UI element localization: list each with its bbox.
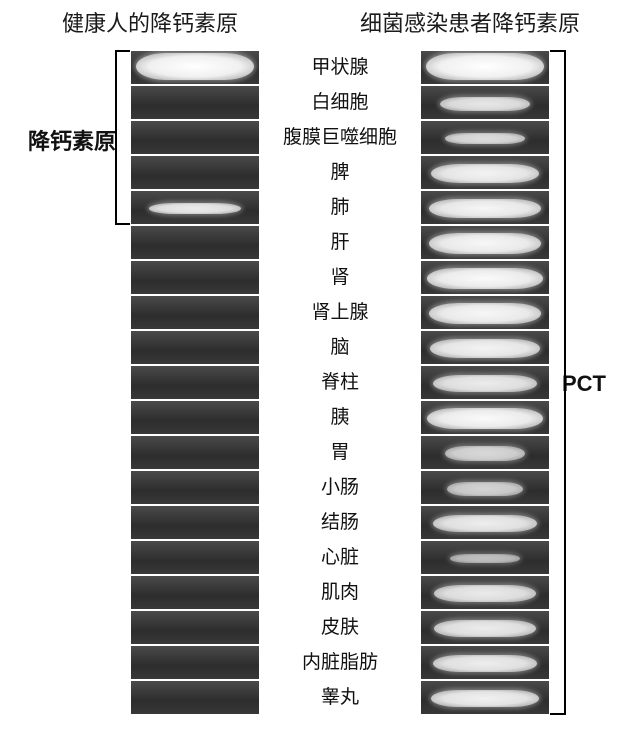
gel-lane [420,120,550,155]
gel-band [430,339,540,358]
gel-band [434,620,536,636]
tissue-label: 脾 [262,155,418,190]
header-left-title: 健康人的降钙素原 [0,6,300,38]
gel-area: 降钙素原 PCT 甲状腺白细胞腹膜巨噬细胞脾肺肝肾肾上腺脑脊柱胰胃小肠结肠心脏肌… [0,50,640,730]
gel-lane [130,540,260,575]
side-label-right: PCT [562,371,622,397]
tissue-label: 心脏 [262,540,418,575]
tissue-label: 腹膜巨噬细胞 [262,120,418,155]
gel-band [447,482,524,496]
gel-lane [130,295,260,330]
gel-lane [420,260,550,295]
gel-band [433,655,538,672]
tissue-label: 胰 [262,400,418,435]
tissue-label: 肝 [262,225,418,260]
gel-lane [420,540,550,575]
gel-lane [420,680,550,715]
tissue-label: 肺 [262,190,418,225]
gel-lane [420,505,550,540]
figure: 健康人的降钙素原 细菌感染患者降钙素原 降钙素原 PCT 甲状腺白细胞腹膜巨噬细… [0,0,640,731]
gel-lane [420,330,550,365]
gel-lane [130,365,260,400]
bracket-right-icon [552,50,566,715]
gel-lane [420,400,550,435]
gel-lane [130,330,260,365]
gel-lane [130,680,260,715]
tissue-label: 内脏脂肪 [262,645,418,680]
gel-band [427,408,542,430]
gel-lane [130,575,260,610]
gel-lane [420,470,550,505]
tissue-label: 脑 [262,330,418,365]
gel-band [149,203,241,214]
gel-lane [130,225,260,260]
gel-lane [420,190,550,225]
gel-band [433,375,538,392]
gel-lane [420,435,550,470]
tissue-label: 肾 [262,260,418,295]
gel-column-healthy [130,50,260,715]
gel-lane [130,50,260,85]
gel-lane [130,505,260,540]
gel-lane [130,435,260,470]
header-right-title: 细菌感染患者降钙素原 [300,6,640,38]
gel-lane [130,120,260,155]
gel-band [429,303,542,323]
gel-lane [130,610,260,645]
tissue-label: 结肠 [262,505,418,540]
gel-lane [130,260,260,295]
tissue-label: 肾上腺 [262,295,418,330]
gel-lane [420,645,550,680]
header-row: 健康人的降钙素原 细菌感染患者降钙素原 [0,6,640,38]
gel-lane [420,225,550,260]
gel-band [431,690,539,708]
tissue-label: 脊柱 [262,365,418,400]
gel-band [433,515,538,533]
bracket-left-icon [115,50,129,225]
gel-band [426,53,544,80]
gel-lane [420,610,550,645]
gel-lane [130,400,260,435]
gel-lane [130,190,260,225]
gel-band [427,268,542,290]
tissue-label: 小肠 [262,470,418,505]
gel-lane [420,50,550,85]
gel-lane [130,470,260,505]
gel-lane [420,155,550,190]
gel-column-infected [420,50,550,715]
gel-band [450,554,520,564]
tissue-label: 白细胞 [262,85,418,120]
gel-band [440,97,530,111]
gel-lane [130,155,260,190]
gel-band [136,53,254,80]
gel-band [431,164,540,182]
gel-band [445,133,524,144]
tissue-label: 胃 [262,435,418,470]
tissue-label-column: 甲状腺白细胞腹膜巨噬细胞脾肺肝肾肾上腺脑脊柱胰胃小肠结肠心脏肌肉皮肤内脏脂肪睾丸 [262,50,418,715]
gel-lane [130,85,260,120]
tissue-label: 皮肤 [262,610,418,645]
gel-band [429,199,542,218]
gel-lane [130,645,260,680]
gel-band [434,585,536,601]
gel-lane [420,575,550,610]
tissue-label: 肌肉 [262,575,418,610]
gel-band [429,233,542,253]
gel-lane [420,85,550,120]
gel-lane [420,295,550,330]
tissue-label: 睾丸 [262,680,418,715]
side-label-left: 降钙素原 [6,124,116,156]
tissue-label: 甲状腺 [262,50,418,85]
gel-band [445,446,524,461]
gel-lane [420,365,550,400]
